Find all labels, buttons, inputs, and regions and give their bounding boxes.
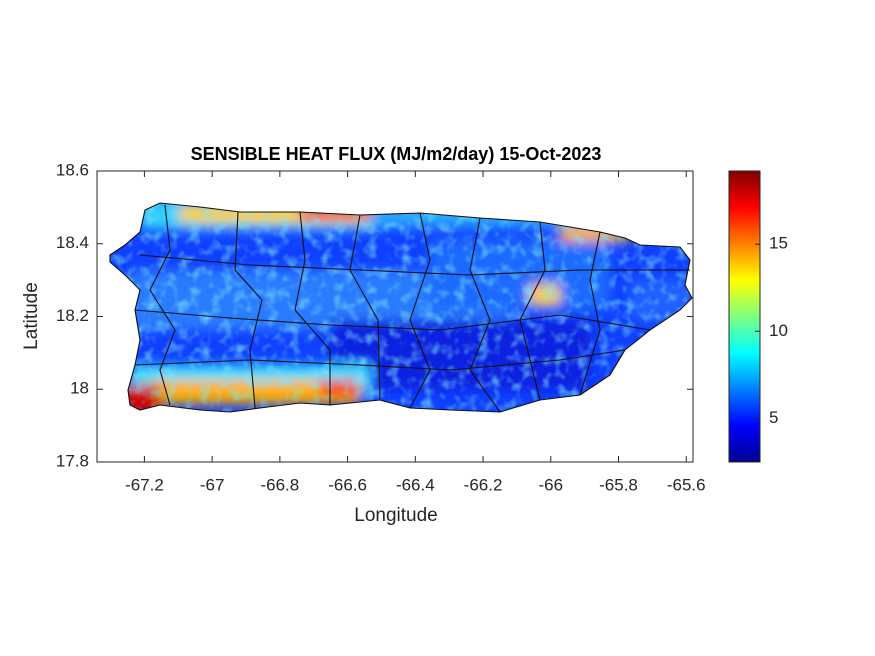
colorbar-tick-label: 10	[769, 321, 788, 340]
y-tick-label: 18.6	[56, 160, 89, 179]
x-axis-label: Longitude	[354, 505, 437, 526]
y-axis-label: Latitude	[21, 282, 42, 350]
y-tick-label: 17.8	[56, 451, 89, 470]
chart-title: SENSIBLE HEAT FLUX (MJ/m2/day) 15-Oct-20…	[191, 144, 602, 164]
x-tick-label: -66.2	[464, 475, 503, 494]
colorbar-tick-label: 15	[769, 234, 788, 253]
y-tick-label: 18	[70, 379, 89, 398]
x-tick-label: -67.2	[125, 475, 164, 494]
x-tick-label: -65.6	[667, 475, 706, 494]
x-tick-label: -65.8	[599, 475, 638, 494]
x-tick-label: -66.4	[396, 475, 435, 494]
y-tick-label: 18.4	[56, 233, 89, 252]
y-tick-label: 18.2	[56, 306, 89, 325]
x-tick-label: -66.6	[328, 475, 367, 494]
municipal-boundaries	[109, 202, 693, 413]
x-tick-label: -67	[200, 475, 225, 494]
x-tick-label: -66.8	[260, 475, 299, 494]
x-tick-label: -66	[538, 475, 563, 494]
colorbar	[728, 170, 761, 463]
colorbar-tick-label: 5	[769, 408, 778, 427]
